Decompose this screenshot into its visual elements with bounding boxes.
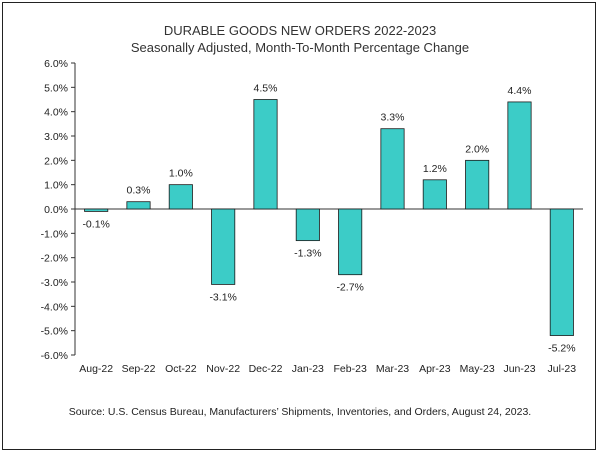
- y-tick-label: 2.0%: [44, 155, 68, 167]
- x-tick-label: Mar-23: [376, 363, 409, 375]
- bar: [253, 99, 278, 210]
- x-tick-label: Jul-23: [548, 363, 577, 375]
- data-label: 4.5%: [254, 83, 278, 95]
- data-label: 1.2%: [423, 163, 447, 175]
- x-tick-label: Feb-23: [334, 363, 367, 375]
- x-tick-label: Aug-22: [79, 363, 113, 375]
- bar: [84, 208, 109, 212]
- y-tick-label: 4.0%: [44, 107, 68, 119]
- bar: [295, 208, 320, 242]
- x-tick-label: Nov-22: [206, 363, 240, 375]
- bar: [126, 201, 151, 210]
- bar: [549, 208, 574, 336]
- y-tick-label: -2.0%: [41, 253, 68, 265]
- y-tick-label: 1.0%: [44, 180, 68, 192]
- x-tick-label: Oct-22: [165, 363, 197, 375]
- x-tick-label: Apr-23: [419, 363, 451, 375]
- y-tick-label: 0.0%: [44, 204, 68, 216]
- x-tick-label: Dec-22: [249, 363, 283, 375]
- data-label: 2.0%: [465, 143, 489, 155]
- source-note: Source: U.S. Census Bureau, Manufacturer…: [68, 406, 532, 418]
- data-label: 3.3%: [381, 112, 405, 124]
- data-label: -0.1%: [82, 218, 109, 230]
- bar: [338, 208, 363, 276]
- x-tick-label: Jun-23: [503, 363, 535, 375]
- y-tick-label: -4.0%: [41, 301, 68, 313]
- y-tick-label: 3.0%: [44, 131, 68, 143]
- data-label: 1.0%: [169, 168, 193, 180]
- y-tick-label: -6.0%: [41, 350, 68, 362]
- data-label: -5.2%: [548, 343, 575, 355]
- bar: [211, 208, 236, 285]
- data-label: 0.3%: [127, 185, 151, 197]
- y-tick-label: 6.0%: [44, 58, 68, 70]
- bar: [465, 159, 490, 210]
- chart-subtitle: Seasonally Adjusted, Month-To-Month Perc…: [130, 40, 470, 55]
- chart-title: DURABLE GOODS NEW ORDERS 2022-2023: [163, 23, 437, 38]
- bar: [422, 179, 447, 210]
- data-label: -2.7%: [336, 282, 363, 294]
- x-tick-label: Sep-22: [122, 363, 156, 375]
- data-label: 4.4%: [508, 85, 532, 97]
- y-tick-label: 5.0%: [44, 82, 68, 94]
- data-label: -3.1%: [209, 291, 236, 303]
- bar: [168, 184, 193, 210]
- x-tick-label: Jan-23: [292, 363, 324, 375]
- data-label: -1.3%: [294, 248, 321, 260]
- y-tick-label: -5.0%: [41, 326, 68, 338]
- bar: [380, 128, 405, 210]
- y-tick-label: -3.0%: [41, 277, 68, 289]
- y-tick-label: -1.0%: [41, 228, 68, 240]
- bar: [507, 101, 532, 210]
- x-tick-label: May-23: [460, 363, 495, 375]
